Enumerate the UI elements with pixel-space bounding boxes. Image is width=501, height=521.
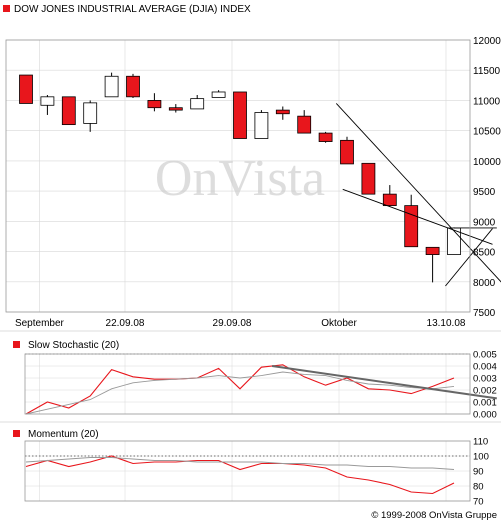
trend-line	[271, 365, 497, 400]
y-tick-label: 0.003	[473, 374, 497, 385]
candle-body	[211, 91, 226, 98]
candlestick-series	[19, 72, 461, 283]
candle-body	[83, 102, 98, 124]
indicator-line	[25, 455, 455, 495]
main-grid	[6, 39, 470, 313]
y-tick-label: 0.000	[473, 410, 497, 421]
momentum-title-marker	[13, 430, 20, 437]
main-plot-frame	[5, 39, 471, 313]
y-tick-label: 110	[473, 437, 488, 448]
momentum-plot-frame	[24, 440, 471, 502]
trend-line	[445, 228, 493, 287]
stochastic-title: Slow Stochastic (20)	[28, 340, 119, 351]
y-tick-label: 7500	[473, 308, 496, 319]
y-tick-label: 70	[473, 497, 484, 508]
x-tick-label: September	[15, 318, 65, 329]
y-tick-label: 9000	[473, 217, 496, 228]
signal-line	[25, 371, 455, 415]
signal-line	[25, 457, 455, 470]
momentum-grid	[25, 440, 470, 502]
trend-line	[342, 188, 493, 245]
y-tick-label: 9500	[473, 187, 496, 198]
main-title-marker	[3, 5, 10, 12]
candle-body	[425, 246, 440, 255]
x-tick-label: 22.09.08	[106, 318, 145, 329]
candle-body	[318, 132, 333, 142]
y-tick-label: 0.005	[473, 350, 497, 361]
y-tick-label: 100	[473, 452, 489, 463]
watermark: OnVista	[155, 150, 325, 207]
x-tick-label: Oktober	[321, 318, 357, 329]
candle-body	[19, 74, 33, 104]
y-tick-label: 11500	[473, 66, 501, 77]
y-tick-label: 11000	[473, 96, 501, 107]
candle-body	[361, 162, 376, 195]
candle-body	[275, 109, 290, 115]
candle-body	[126, 75, 140, 98]
y-tick-label: 8000	[473, 278, 496, 289]
main-title: DOW JONES INDUSTRIAL AVERAGE (DJIA) INDE…	[14, 4, 251, 15]
trend-channel	[335, 103, 501, 287]
stochastic-title-marker	[13, 341, 20, 348]
y-tick-label: 12000	[473, 36, 501, 47]
y-tick-label: 10000	[473, 157, 501, 168]
candle-body	[190, 98, 205, 110]
candle-body	[168, 107, 183, 111]
main-y-axis: 12000 11500 11000 10500 10000 9500 9000 8500 800…	[473, 36, 501, 319]
candle-body	[40, 96, 55, 106]
y-tick-label: 10500	[473, 127, 501, 138]
main-x-axis: September 22.09.08 29.09.08 Oktober 13.10.08	[15, 318, 466, 329]
candle-body	[104, 75, 119, 98]
momentum-lines	[25, 455, 455, 495]
copyright: © 1999-2008 OnVista Gruppe	[371, 510, 497, 521]
candle-body	[382, 193, 397, 207]
stochastic-lines	[25, 364, 497, 415]
y-tick-label: 0.001	[473, 398, 497, 409]
candle-body	[233, 91, 247, 139]
trend-line	[335, 103, 501, 283]
y-tick-label: 80	[473, 482, 484, 493]
indicator-line	[25, 364, 455, 415]
x-tick-label: 13.10.08	[427, 318, 466, 329]
candle-body	[340, 139, 354, 165]
candle-body	[61, 96, 76, 126]
y-tick-label: 8500	[473, 248, 496, 259]
candle-body	[404, 205, 419, 248]
y-tick-label: 0.004	[473, 362, 497, 373]
stochastic-plot-frame	[24, 353, 471, 415]
momentum-y-axis: 110 100 90 80 70	[473, 437, 489, 508]
candle-body	[254, 112, 269, 139]
candle-body	[147, 100, 162, 109]
y-tick-label: 0.002	[473, 386, 497, 397]
y-tick-label: 90	[473, 467, 484, 478]
x-tick-label: 29.09.08	[213, 318, 252, 329]
momentum-title: Momentum (20)	[28, 429, 99, 440]
candle-body	[297, 115, 312, 134]
